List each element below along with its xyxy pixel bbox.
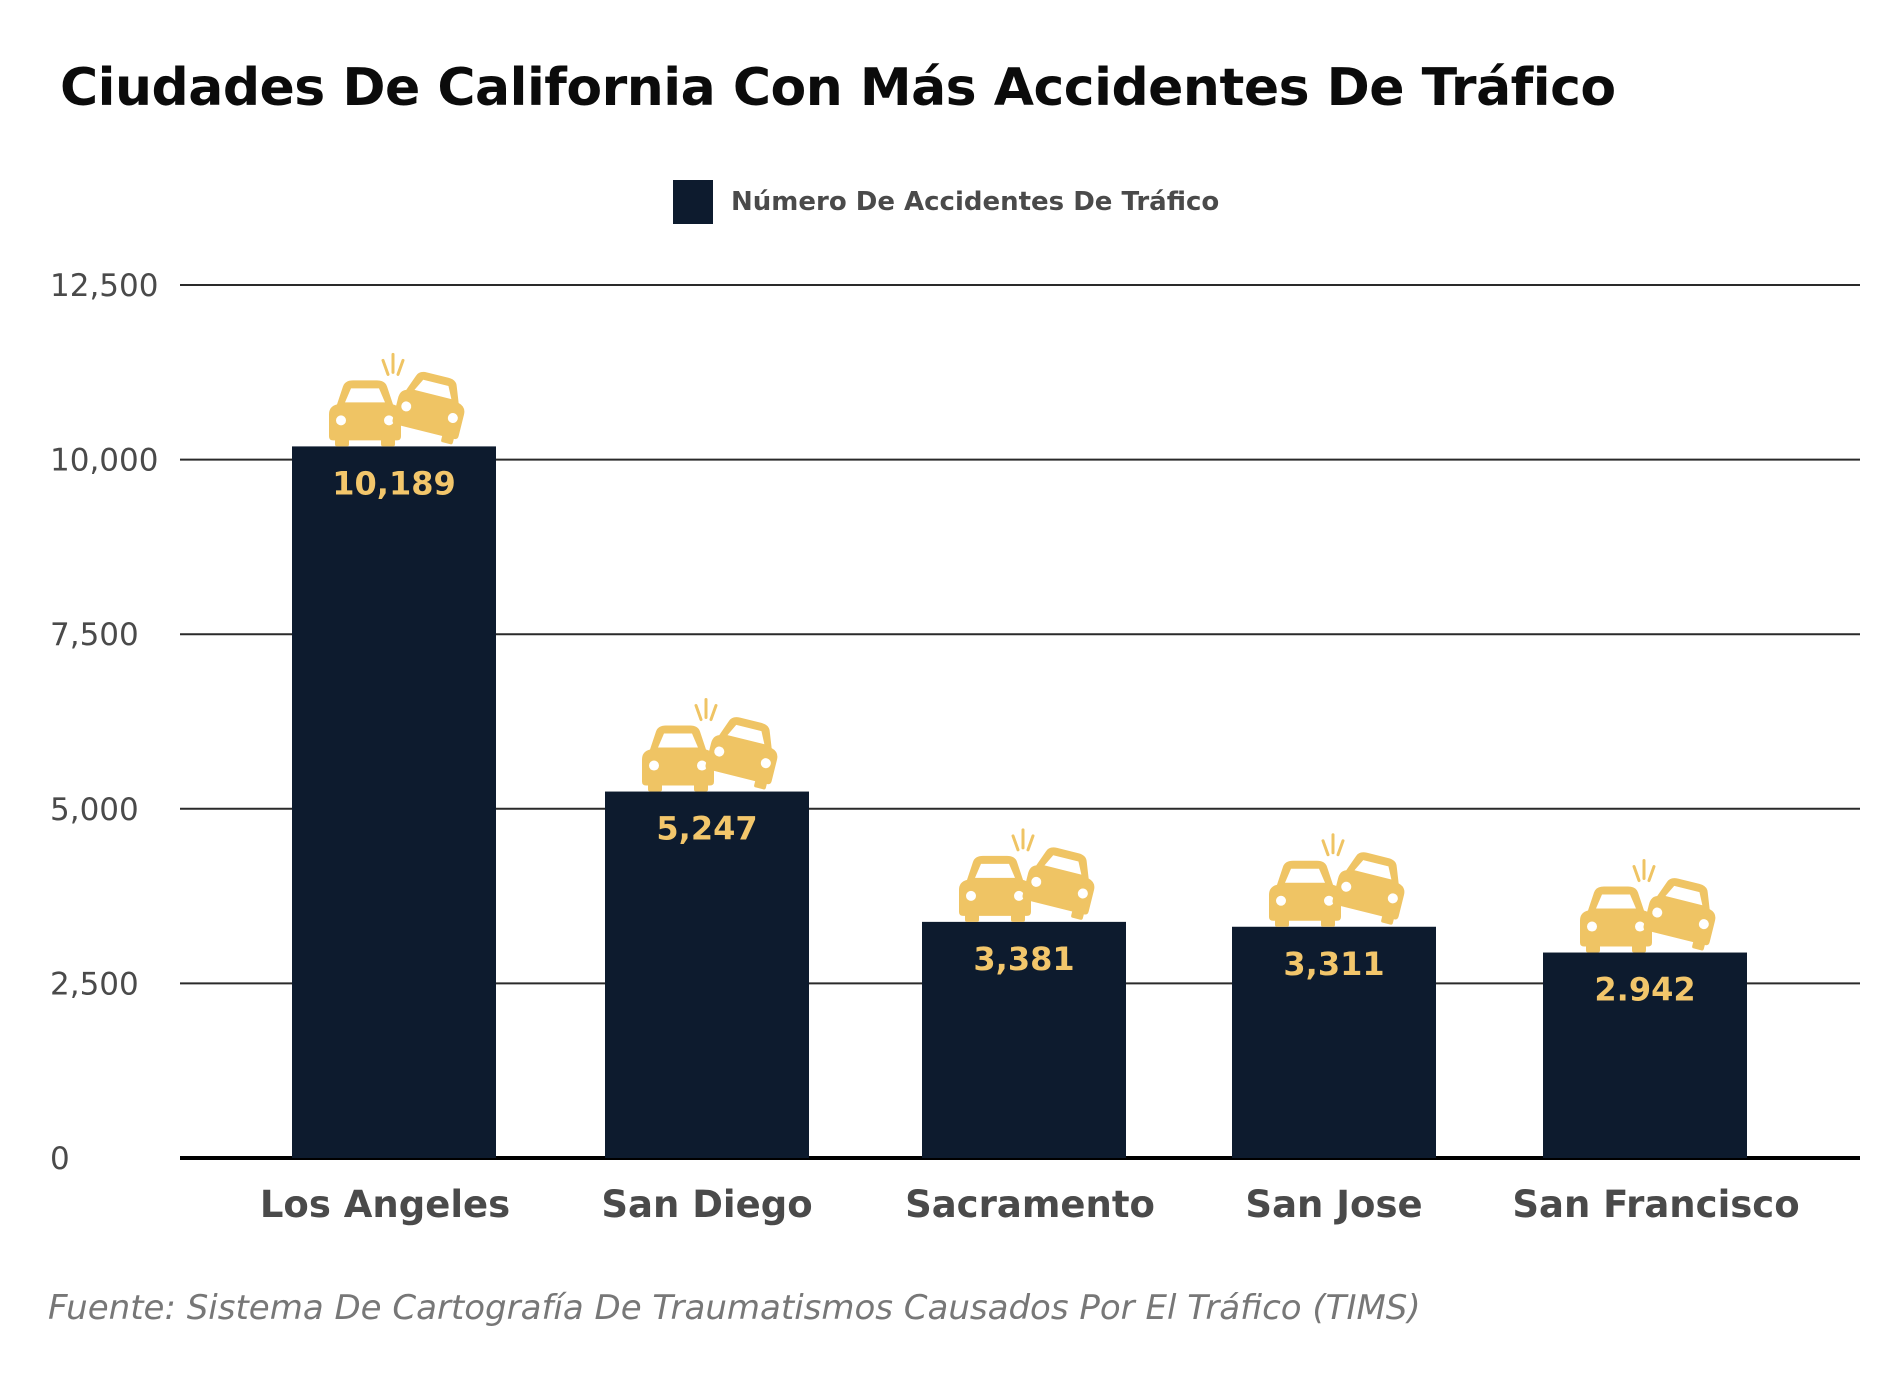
car-crash-icon — [1269, 833, 1405, 927]
car-crash-icon — [959, 828, 1095, 922]
x-category-label: San Jose — [1245, 1183, 1422, 1226]
x-category-label: San Francisco — [1512, 1183, 1799, 1226]
source-note: Fuente: Sistema De Cartografía De Trauma… — [48, 1288, 1421, 1328]
bar-value-label: 10,189 — [332, 464, 455, 502]
bar — [1232, 926, 1436, 1158]
bar — [292, 446, 496, 1158]
bar-value-label: 5,247 — [656, 810, 757, 848]
y-tick-label: 2,500 — [50, 966, 139, 1002]
bar — [922, 921, 1126, 1158]
bar — [1543, 952, 1747, 1158]
y-tick-label: 5,000 — [50, 792, 139, 828]
y-tick-label: 7,500 — [50, 617, 139, 653]
bar-value-label: 3,311 — [1283, 945, 1384, 983]
x-category-label: Sacramento — [905, 1183, 1155, 1226]
x-category-label: Los Angeles — [260, 1183, 510, 1226]
legend-label: Número De Accidentes De Tráfico — [731, 187, 1220, 217]
x-category-label: San Diego — [601, 1183, 812, 1226]
legend-swatch — [673, 180, 713, 224]
car-crash-icon — [642, 698, 778, 792]
chart-title: Ciudades De California Con Más Accidente… — [60, 58, 1616, 118]
car-crash-icon — [329, 352, 465, 447]
bar-value-label: 3,381 — [973, 940, 1074, 978]
y-tick-label: 10,000 — [50, 443, 158, 479]
y-tick-label: 12,500 — [50, 268, 158, 304]
y-tick-label: 0 — [50, 1141, 70, 1177]
bar — [605, 791, 809, 1158]
car-crash-icon — [1580, 859, 1716, 953]
bar-value-label: 2.942 — [1594, 971, 1695, 1009]
legend: Número De Accidentes De Tráfico — [673, 180, 1219, 224]
